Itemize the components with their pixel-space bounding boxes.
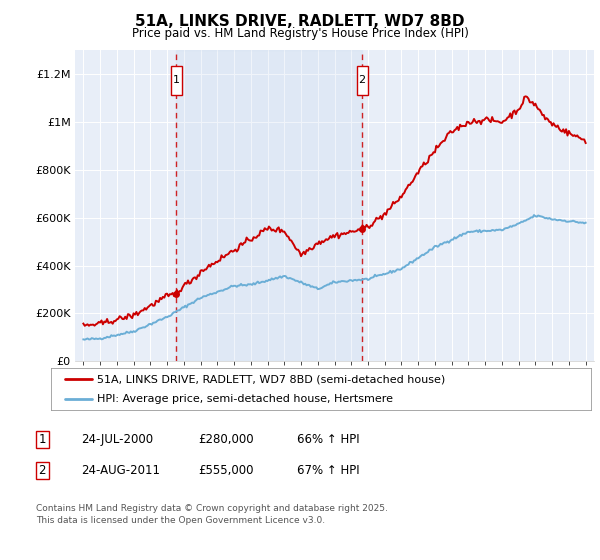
FancyBboxPatch shape <box>171 66 182 95</box>
Text: 51A, LINKS DRIVE, RADLETT, WD7 8BD: 51A, LINKS DRIVE, RADLETT, WD7 8BD <box>135 14 465 29</box>
Text: 24-AUG-2011: 24-AUG-2011 <box>81 464 160 477</box>
Text: 66% ↑ HPI: 66% ↑ HPI <box>297 433 359 446</box>
Text: 2: 2 <box>38 464 46 477</box>
Text: 67% ↑ HPI: 67% ↑ HPI <box>297 464 359 477</box>
Text: HPI: Average price, semi-detached house, Hertsmere: HPI: Average price, semi-detached house,… <box>97 394 393 404</box>
Text: 24-JUL-2000: 24-JUL-2000 <box>81 433 153 446</box>
Text: Price paid vs. HM Land Registry's House Price Index (HPI): Price paid vs. HM Land Registry's House … <box>131 27 469 40</box>
Text: £555,000: £555,000 <box>198 464 254 477</box>
Text: 2: 2 <box>359 75 365 85</box>
FancyBboxPatch shape <box>356 66 368 95</box>
Text: 1: 1 <box>173 75 180 85</box>
Text: £280,000: £280,000 <box>198 433 254 446</box>
Bar <box>176 50 362 361</box>
Text: 1: 1 <box>38 433 46 446</box>
Text: Contains HM Land Registry data © Crown copyright and database right 2025.
This d: Contains HM Land Registry data © Crown c… <box>36 504 388 525</box>
Text: 51A, LINKS DRIVE, RADLETT, WD7 8BD (semi-detached house): 51A, LINKS DRIVE, RADLETT, WD7 8BD (semi… <box>97 374 445 384</box>
